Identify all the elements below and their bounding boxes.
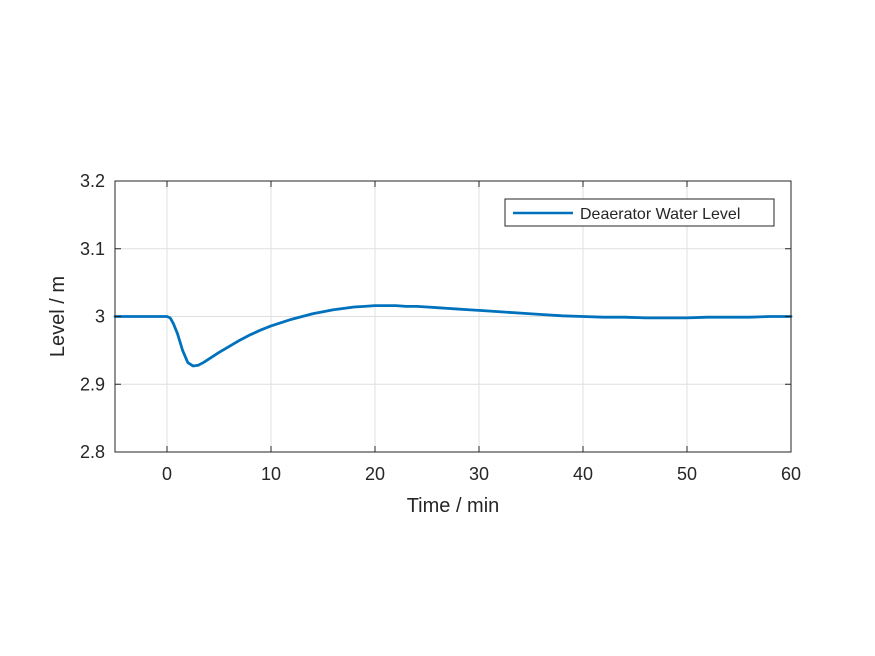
- y-tick-label: 3.2: [80, 171, 105, 191]
- x-tick-label: 40: [573, 464, 593, 484]
- legend-entry-label: Deaerator Water Level: [580, 206, 740, 223]
- tick-labels: 0 10 20 30 40 50 60 2.8 2.9 3 3.1 3.2: [80, 171, 801, 484]
- x-tick-label: 30: [469, 464, 489, 484]
- series-layer: [113, 304, 793, 368]
- legend: Deaerator Water Level: [504, 198, 775, 227]
- y-tick-label: 3.1: [80, 239, 105, 259]
- series-line-0: [113, 304, 793, 368]
- x-tick-label: 20: [365, 464, 385, 484]
- y-axis-label: Level / m: [47, 276, 69, 357]
- x-tick-label: 50: [677, 464, 697, 484]
- y-tick-label: 3: [95, 307, 105, 327]
- y-tick-label: 2.8: [80, 442, 105, 462]
- axis-ticks: [115, 180, 792, 453]
- legend-box: [504, 198, 775, 227]
- x-tick-label: 10: [261, 464, 281, 484]
- x-axis-label: Time / min: [407, 495, 500, 517]
- x-tick-label: 60: [781, 464, 801, 484]
- y-tick-label: 2.9: [80, 374, 105, 394]
- x-tick-label: 0: [162, 464, 172, 484]
